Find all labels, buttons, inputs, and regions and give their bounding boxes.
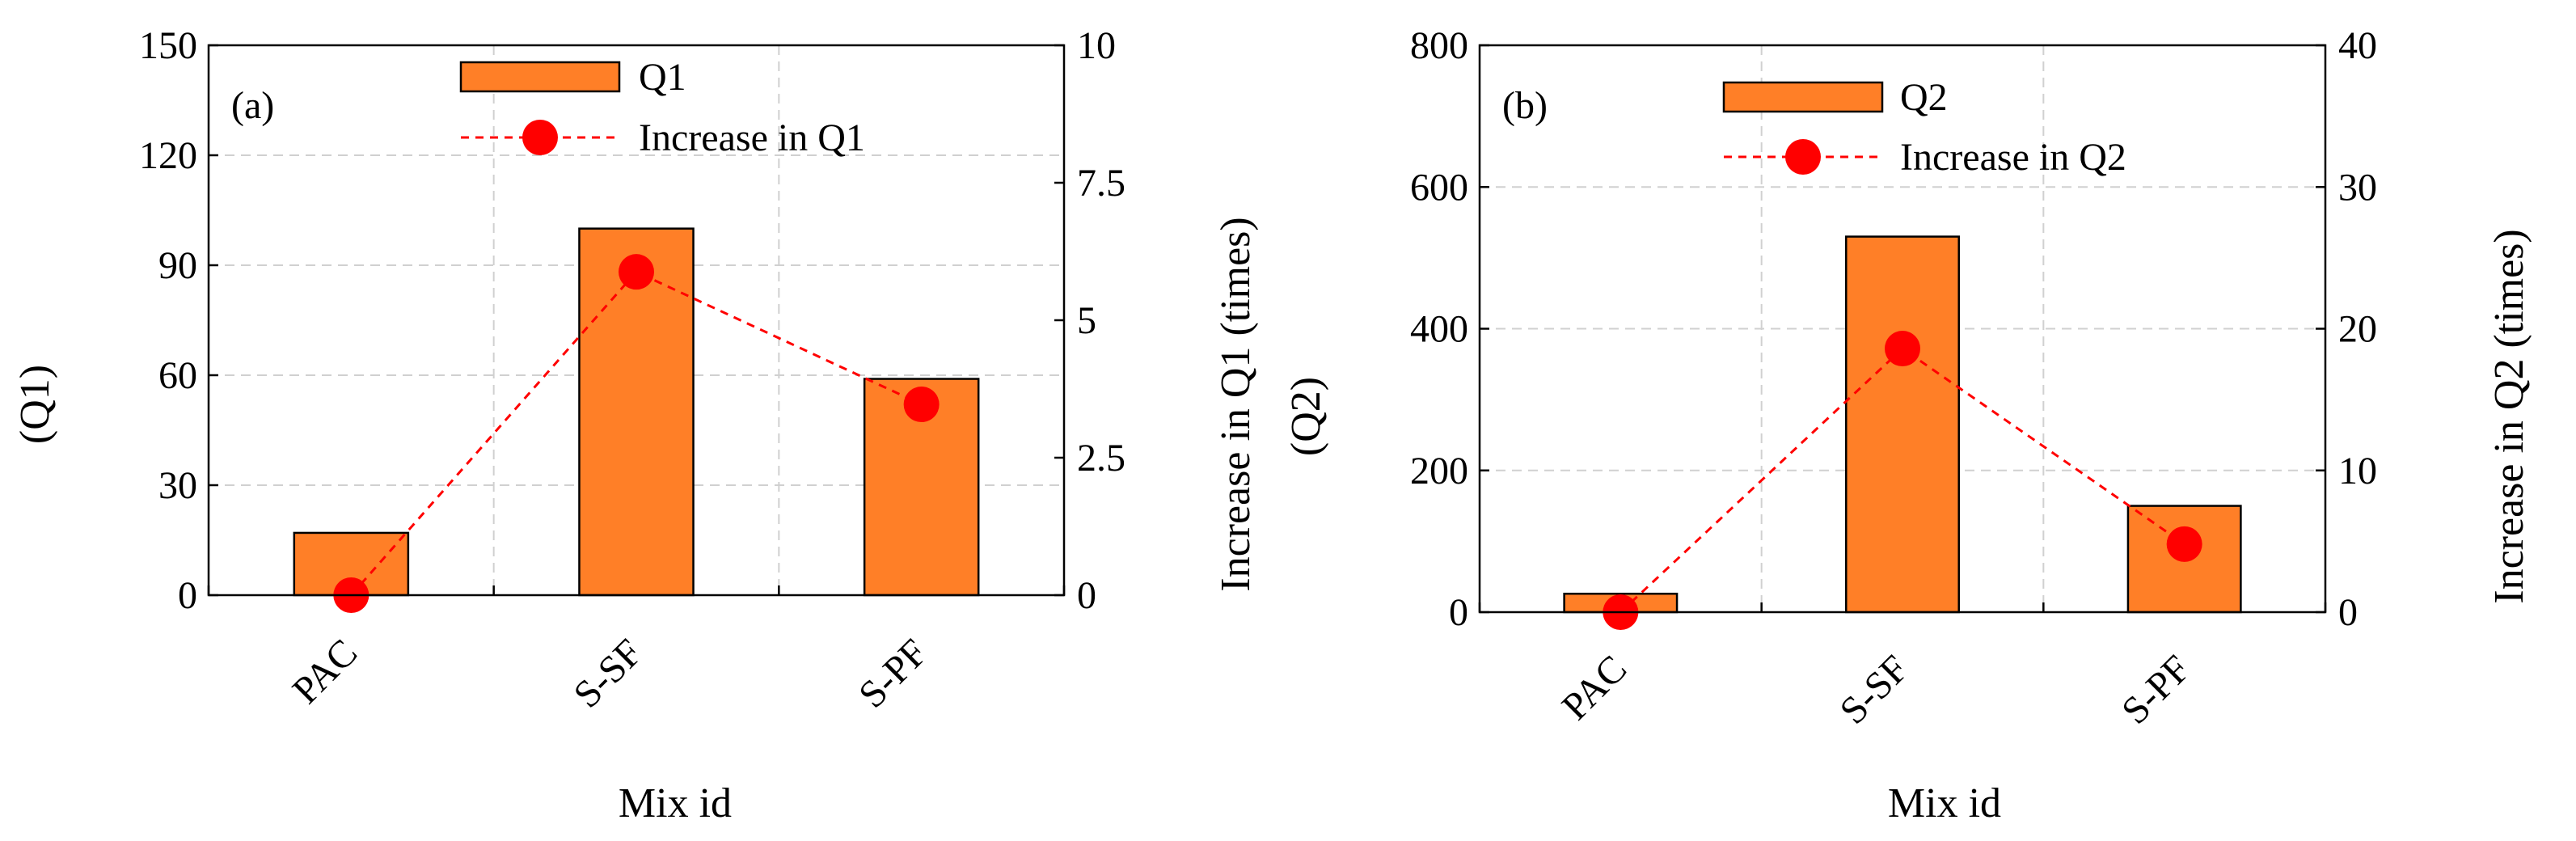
- y2-axis-title: Increase in Q2 (times): [2486, 229, 2532, 603]
- legend-label-bar: Q1: [639, 56, 686, 99]
- y-tick-label: 30: [158, 464, 197, 507]
- y2-tick-label: 30: [2338, 166, 2377, 209]
- x-category-label: S-PF: [851, 631, 935, 716]
- y-tick-label: 800: [1410, 24, 1468, 67]
- increase-point-s-sf: [1885, 331, 1920, 367]
- legend-label-line: Increase in Q1: [639, 116, 865, 159]
- y2-tick-label: 0: [2338, 591, 2358, 634]
- y2-tick-label: 40: [2338, 24, 2377, 67]
- y2-tick-label: 5: [1077, 299, 1096, 342]
- y2-tick-label: 7.5: [1077, 162, 1125, 205]
- y-tick-label: 0: [1449, 591, 1468, 634]
- x-category-label: S-SF: [1831, 647, 1916, 732]
- legend: Q2 Increase in Q2: [1722, 76, 2126, 179]
- x-category-label: PAC: [1554, 647, 1635, 728]
- panel-label: (b): [1502, 84, 1548, 127]
- chart-panel-a: 0 30 60 90 120 150 0 2.5 5 7.5 10 PAC S-SF S-PF Mix id…: [12, 24, 1259, 826]
- legend: Q1 Increase in Q1: [459, 56, 865, 159]
- y2-tick-label: 0: [1077, 574, 1096, 617]
- legend-marker: [522, 120, 558, 155]
- y-axis-title: (Q1): [12, 365, 58, 444]
- y2-tick-label: 10: [1077, 24, 1116, 67]
- chart-panel-b: 0 200 400 600 800 0 10 20 30 40 PAC S-SF S-PF Mix id (…: [1283, 24, 2532, 826]
- legend-label-line: Increase in Q2: [1900, 136, 2126, 179]
- y-tick-label: 200: [1410, 450, 1468, 492]
- x-category-label: S-SF: [565, 631, 650, 716]
- increase-line: [350, 270, 923, 596]
- y2-tick-label: 20: [2338, 308, 2377, 351]
- legend-swatch-bar: [1722, 81, 1884, 113]
- legend-marker: [1785, 139, 1821, 175]
- x-axis-title: Mix id: [619, 780, 732, 826]
- increase-point-s-pf: [903, 387, 940, 423]
- y-tick-label: 0: [178, 574, 197, 617]
- y2-axis-title: Increase in Q1 (times): [1213, 217, 1259, 591]
- y-tick-label: 600: [1410, 166, 1468, 209]
- x-category-label: S-PF: [2114, 647, 2198, 732]
- bar-s-sf: [1845, 235, 1960, 614]
- y-tick-label: 90: [158, 244, 197, 287]
- legend-label-bar: Q2: [1900, 76, 1948, 119]
- x-category-label: PAC: [285, 631, 365, 712]
- increase-point-s-pf: [2166, 526, 2202, 562]
- panel-label: (a): [231, 84, 274, 127]
- y-tick-label: 60: [158, 354, 197, 397]
- increase-point-s-sf: [619, 254, 654, 290]
- y-tick-label: 150: [139, 24, 197, 67]
- y-axis-title: (Q2): [1283, 377, 1329, 456]
- y2-tick-label: 2.5: [1077, 437, 1125, 480]
- y2-tick-label: 10: [2338, 450, 2377, 492]
- legend-swatch-bar: [459, 61, 621, 93]
- y-tick-label: 400: [1410, 308, 1468, 351]
- y-tick-label: 120: [139, 134, 197, 177]
- x-axis-title: Mix id: [1888, 780, 2001, 826]
